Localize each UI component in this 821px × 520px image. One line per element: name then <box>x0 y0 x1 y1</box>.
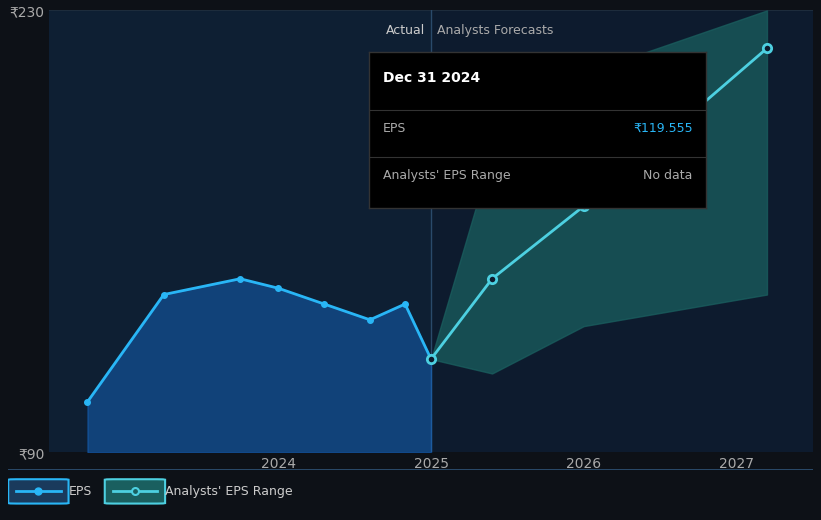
Text: Analysts' EPS Range: Analysts' EPS Range <box>383 169 511 182</box>
Text: Dec 31 2024: Dec 31 2024 <box>383 71 480 85</box>
Bar <box>431 10 813 452</box>
Text: EPS: EPS <box>68 485 92 498</box>
FancyBboxPatch shape <box>8 479 68 503</box>
Text: EPS: EPS <box>383 122 406 135</box>
Text: Actual: Actual <box>386 23 425 36</box>
FancyBboxPatch shape <box>105 479 165 503</box>
Text: ₹119.555: ₹119.555 <box>633 122 693 135</box>
Bar <box>49 10 431 452</box>
Text: No data: No data <box>643 169 693 182</box>
Text: Analysts Forecasts: Analysts Forecasts <box>437 23 553 36</box>
Text: Analysts' EPS Range: Analysts' EPS Range <box>165 485 293 498</box>
